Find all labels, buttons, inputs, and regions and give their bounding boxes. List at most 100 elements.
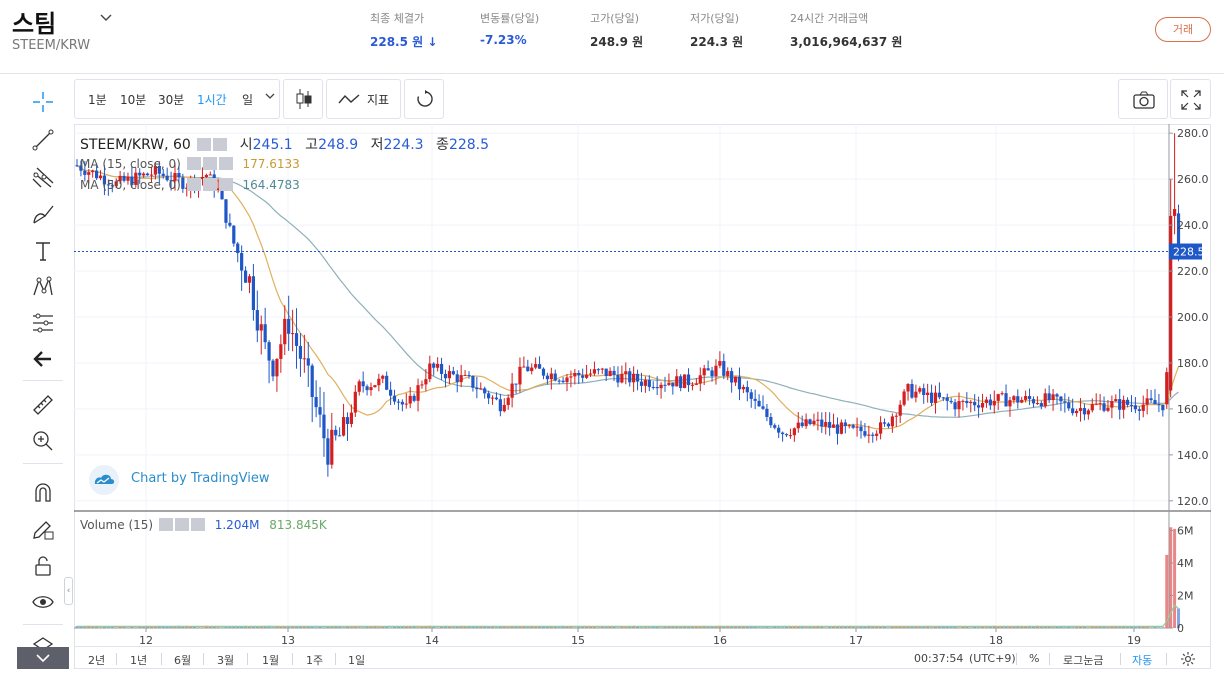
volume-ma-value: 813.845K [269,518,327,532]
candle-body [1122,399,1126,410]
ma50-visibility-icon[interactable] [186,178,201,191]
candle-body [659,384,663,389]
interval-1min[interactable]: 1분 [88,93,107,107]
legend-visibility-icon[interactable] [197,138,212,151]
pitchfork-icon [32,167,54,188]
chart-type-button[interactable] [283,79,323,119]
ma50-settings-icon[interactable] [202,178,217,191]
candle-body [730,371,734,383]
candle-body [490,397,495,399]
volume-bar [251,626,255,628]
interval-day[interactable]: 일 [242,93,254,107]
auto-scale-button[interactable]: 자동 [1132,654,1153,667]
zoom-tool[interactable] [17,423,69,457]
range-1m[interactable]: 1월 [262,654,280,667]
price-tick-label: 260.0 [1177,173,1209,186]
visibility-tool[interactable] [17,584,69,618]
candle-body [385,375,389,390]
interval-30min[interactable]: 30분 [158,93,185,107]
volume-bar [1161,627,1165,628]
pattern-tool[interactable] [17,269,69,303]
prediction-tool[interactable] [17,305,69,339]
magnet-tool[interactable] [17,474,69,508]
candle-body [341,417,346,436]
volume-bar [604,627,608,628]
lock-drawings-tool[interactable] [17,511,69,545]
ma15-settings-icon[interactable] [202,157,217,170]
unlock-tool[interactable] [17,548,69,582]
candle-body [800,422,804,427]
brush-tool[interactable] [17,196,69,230]
volume-bar [298,626,302,628]
last-price-badge [1169,243,1202,260]
volume-close-icon[interactable] [190,518,205,531]
range-1w[interactable]: 1주 [306,654,324,667]
chart-settings-gear-icon[interactable] [1181,651,1195,670]
volume-bar [114,627,118,628]
legend-close-value: 228.5 [448,137,490,153]
coin-selector-chevron-icon[interactable] [100,10,112,26]
indicators-button[interactable]: 지표 [326,79,401,119]
interval-dropdown-chevron-icon[interactable] [265,92,275,103]
trend-line-tool[interactable] [17,122,69,156]
chart-container[interactable] [74,124,1211,669]
crosshair-tool[interactable] [17,84,69,118]
toolbar-collapse-handle[interactable]: ‹ [64,577,73,605]
ma50-close-icon[interactable] [218,178,233,191]
volume-bar [416,627,420,628]
volume-bar [565,626,569,628]
candle-body [616,374,620,383]
percent-scale-button[interactable]: % [1029,652,1040,665]
candle-body [392,395,397,402]
measure-tool[interactable] [17,387,69,421]
back-arrow-tool[interactable] [17,341,69,375]
trade-button[interactable]: 거래 [1155,17,1211,42]
candle-body [1165,372,1169,405]
log-scale-button[interactable]: 로그눈금 [1063,654,1104,667]
candle-body [526,366,530,372]
tradingview-watermark[interactable]: Chart by TradingView [88,465,269,495]
candle-body [749,392,753,399]
candle-body [404,403,408,405]
candle-body [1141,404,1145,411]
candle-body [1051,394,1055,401]
volume-bar [549,626,553,628]
reset-chart-button[interactable] [404,79,444,119]
range-2y[interactable]: 2년 [88,654,106,667]
candle-body [224,199,228,223]
range-6m[interactable]: 6월 [174,654,192,667]
candle-body [573,372,577,377]
ma15-close-icon[interactable] [218,157,233,170]
volume-bar [796,626,800,628]
candle-body [494,397,499,400]
legend-settings-icon[interactable] [213,138,228,151]
volume-bar [228,626,232,628]
interval-1hour[interactable]: 1시간 [197,93,227,107]
collapse-toolbar-button[interactable] [17,647,69,669]
candle-body [565,377,569,383]
text-tool[interactable] [17,233,69,267]
volume-visibility-icon[interactable] [158,518,173,531]
candle-body [467,374,471,376]
candle-body [933,392,938,403]
candle-body [988,399,992,406]
candle-body [1149,398,1153,401]
candle-body [1125,399,1130,405]
candle-body [632,373,636,383]
timezone-button[interactable]: (UTC+9) [969,652,1016,665]
candle-body [683,374,687,388]
range-1d[interactable]: 1일 [348,654,366,667]
interval-10min[interactable]: 10분 [120,93,147,107]
screenshot-button[interactable] [1118,79,1168,119]
ma15-visibility-icon[interactable] [186,157,201,170]
pitchfork-tool[interactable] [17,159,69,193]
fullscreen-button[interactable] [1170,79,1211,119]
legend-symbol: STEEM/KRW, 60 [80,137,191,153]
range-1y[interactable]: 1년 [130,654,148,667]
range-3m[interactable]: 3월 [217,654,235,667]
volume-bar [659,627,663,628]
candle-body [647,380,651,387]
volume-bar [385,627,389,628]
volume-settings-icon[interactable] [174,518,189,531]
price-chart[interactable]: 120.0 140.0 160.0 180.0 200.0 220.0 240.0 260.0… [74,124,1211,646]
